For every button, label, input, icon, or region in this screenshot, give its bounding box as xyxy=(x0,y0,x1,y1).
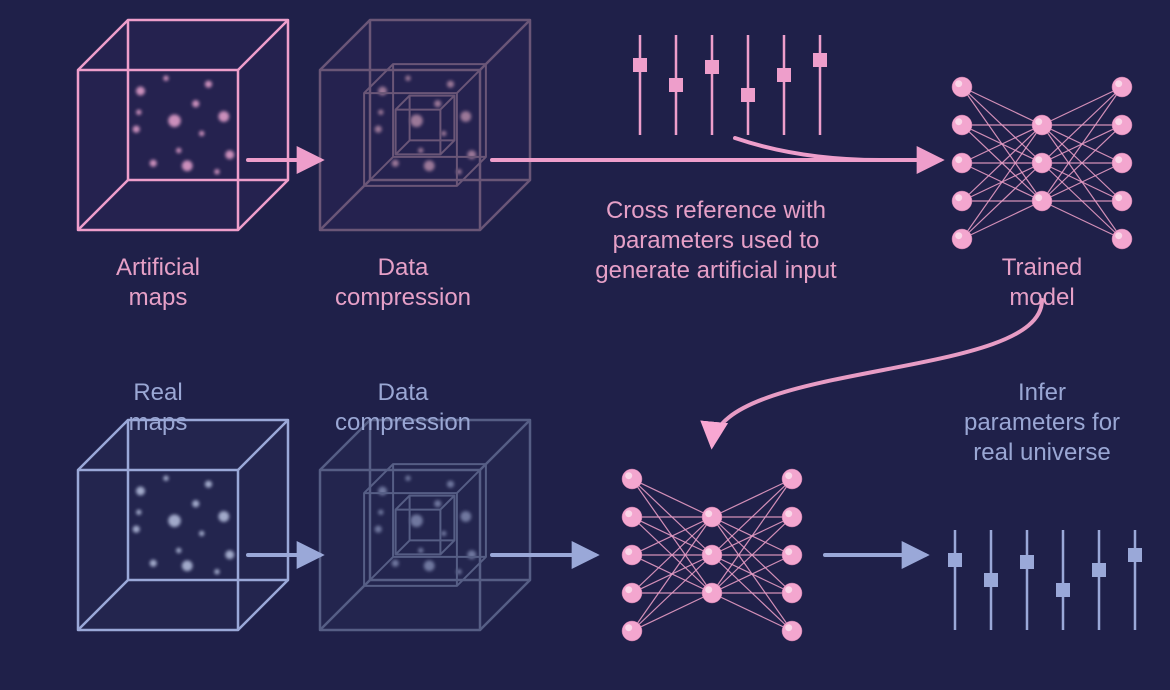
label-trained-model-line-1: model xyxy=(1009,284,1074,311)
label-data-compression-top-line-1: compression xyxy=(335,284,471,311)
label-data-compression-top-line-0: Data xyxy=(378,254,429,281)
label-infer-parameters-line-2: real universe xyxy=(973,439,1110,466)
label-real-maps-line-0: Real xyxy=(133,379,182,406)
diagram-canvas: Artificial maps Data compression Cross refer… xyxy=(0,0,1170,690)
label-data-compression-bottom-line-0: Data xyxy=(378,379,429,406)
cube-artificial-maps xyxy=(78,20,288,230)
label-infer-parameters-line-0: Infer xyxy=(1018,379,1066,406)
label-data-compression-bottom-line-1: compression xyxy=(335,409,471,436)
label-artificial-maps-line-1: maps xyxy=(129,284,188,311)
label-trained-model-line-0: Trained xyxy=(1002,254,1082,281)
label-cross-reference: Cross reference with parameters used to ge… xyxy=(595,197,837,284)
cube-data-compression-bottom xyxy=(320,420,530,630)
cube-real-maps xyxy=(78,420,288,630)
label-real-maps-line-1: maps xyxy=(129,409,188,436)
label-cross-reference-line-1: parameters used to xyxy=(613,227,820,254)
cube-data-compression-top xyxy=(320,20,530,230)
label-cross-reference-line-0: Cross reference with xyxy=(606,197,826,224)
label-artificial-maps-line-0: Artificial xyxy=(116,254,200,281)
label-cross-reference-line-2: generate artificial input xyxy=(595,257,837,284)
label-infer-parameters-line-1: parameters for xyxy=(964,409,1120,436)
